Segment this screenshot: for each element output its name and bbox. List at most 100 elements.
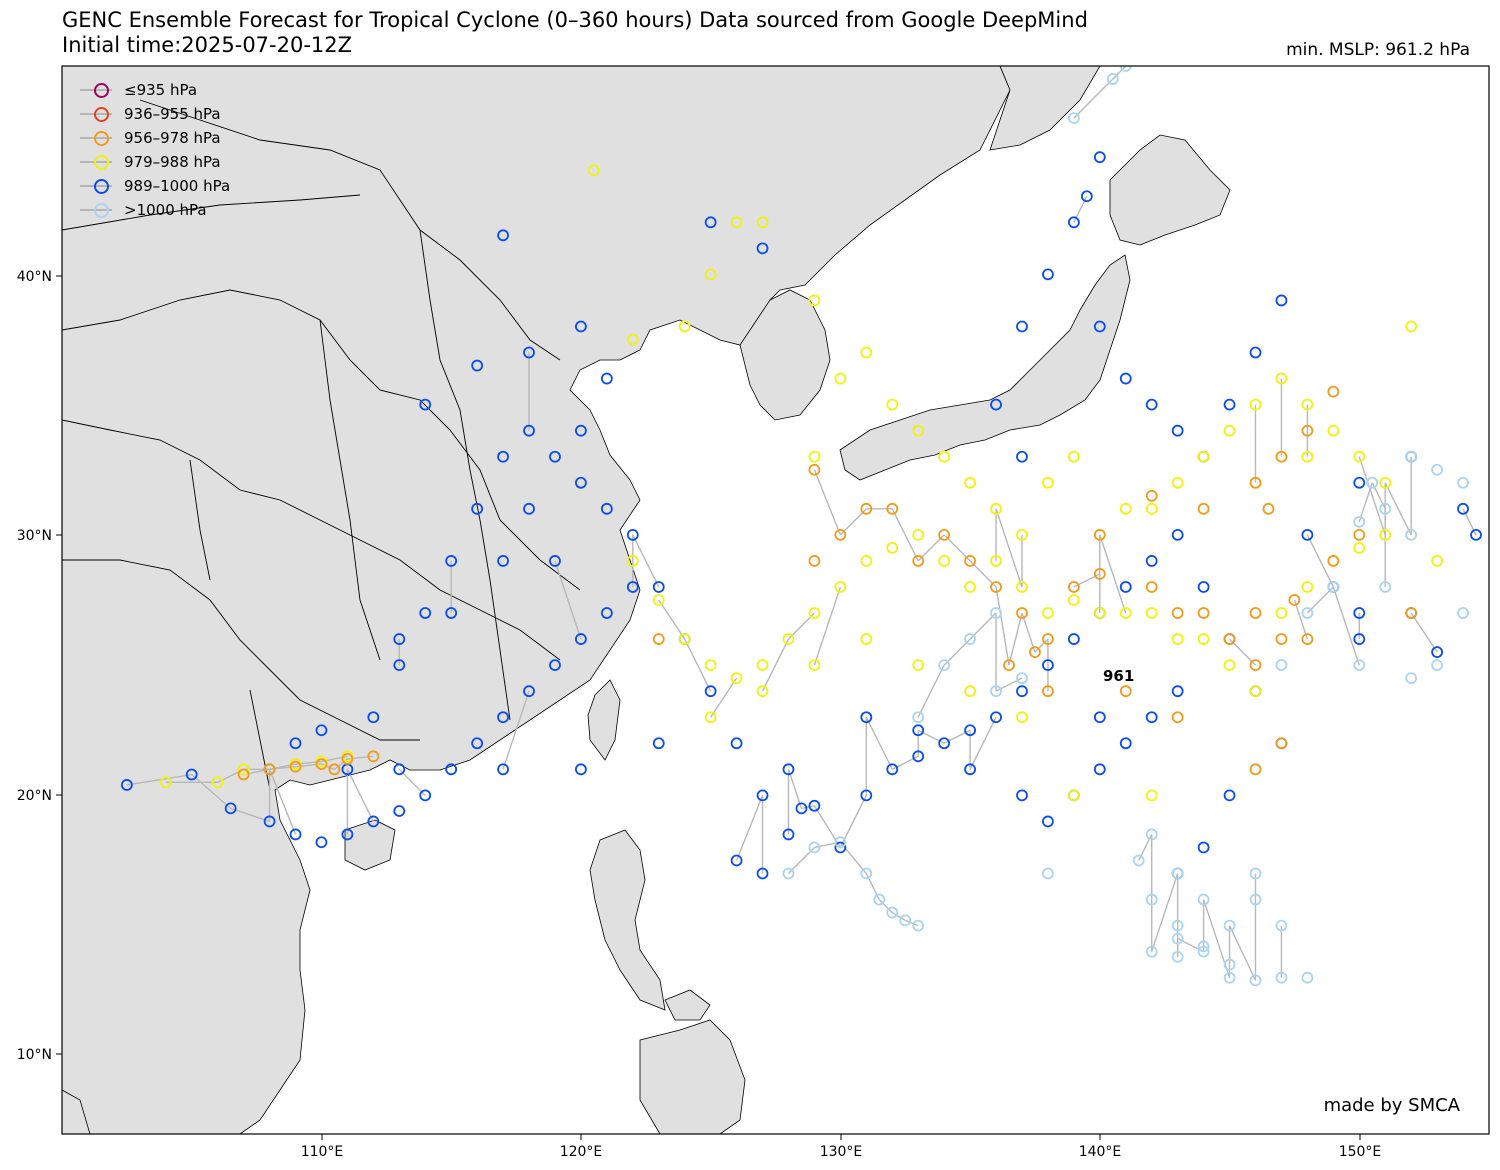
track-point xyxy=(1301,633,1314,645)
track-point xyxy=(1223,398,1236,411)
track-point xyxy=(600,607,613,619)
track-segment xyxy=(813,469,842,536)
track-point xyxy=(1145,607,1158,619)
track-point xyxy=(964,685,976,698)
track-segment xyxy=(995,586,1010,666)
track-point xyxy=(1301,607,1314,619)
track-point xyxy=(1353,476,1366,489)
track-point xyxy=(263,815,276,828)
track-point xyxy=(730,672,743,685)
track-point xyxy=(1327,555,1340,567)
track-point xyxy=(1042,633,1054,645)
track-point xyxy=(1275,737,1288,750)
track-segment xyxy=(801,805,815,810)
track-segment xyxy=(632,534,660,588)
track-point xyxy=(575,763,587,776)
track-segment xyxy=(969,716,997,770)
track-point xyxy=(1470,528,1482,541)
track-segment xyxy=(917,534,945,562)
track-point xyxy=(756,659,769,672)
track-point xyxy=(1145,398,1158,411)
track-point xyxy=(964,763,976,776)
track-segment xyxy=(1099,534,1127,614)
legend-label: 989–1000 hPa xyxy=(124,177,231,195)
track-point xyxy=(1197,607,1210,619)
track-segment xyxy=(502,690,530,770)
lat-axis: 40°N 30°N 20°N 10°N xyxy=(17,269,62,1063)
track-point xyxy=(445,555,458,567)
track-point xyxy=(1171,607,1184,619)
track-segment xyxy=(1306,534,1334,588)
track-point xyxy=(1093,320,1106,333)
track-point xyxy=(704,659,717,672)
province-borders xyxy=(62,99,581,791)
track-point xyxy=(1067,112,1080,124)
track-point xyxy=(886,502,899,515)
track-point xyxy=(575,633,587,645)
track-point xyxy=(834,841,847,854)
track-point xyxy=(756,789,769,802)
lat-tick-label: 30°N xyxy=(17,528,52,544)
track-point xyxy=(367,750,380,763)
track-segment xyxy=(1410,612,1438,653)
track-point xyxy=(1171,476,1184,489)
land-hokkaido xyxy=(1109,134,1231,246)
track-point xyxy=(211,776,224,789)
track-point xyxy=(1275,450,1288,463)
track-point xyxy=(549,659,561,672)
track-point xyxy=(419,607,432,619)
track-point xyxy=(1067,216,1080,229)
track-point xyxy=(289,760,302,773)
track-segment xyxy=(787,769,803,809)
track-point xyxy=(1366,476,1379,489)
track-point xyxy=(756,242,769,255)
track-point xyxy=(1029,646,1041,658)
track-point xyxy=(1119,66,1132,72)
track-point xyxy=(1171,711,1184,724)
lat-tick-label: 40°N xyxy=(17,269,52,285)
track-point xyxy=(497,555,509,567)
track-point xyxy=(600,372,613,385)
track-point xyxy=(1171,919,1184,932)
track-point xyxy=(886,763,899,776)
track-point xyxy=(1171,950,1184,963)
track-point xyxy=(652,594,665,606)
land-russia-fareast xyxy=(989,66,1101,151)
track-segment xyxy=(1229,638,1256,666)
track-point xyxy=(756,216,769,229)
legend-label: >1000 hPa xyxy=(124,201,207,219)
track-point xyxy=(1119,502,1132,515)
track-point xyxy=(808,799,821,812)
track-point xyxy=(808,841,821,854)
track-point xyxy=(1119,685,1132,698)
track-segment xyxy=(904,919,919,927)
track-point xyxy=(1327,385,1340,398)
track-point xyxy=(159,776,172,789)
track-point xyxy=(1405,672,1418,685)
track-point xyxy=(471,359,484,372)
track-segment xyxy=(710,677,738,718)
track-point xyxy=(626,528,639,541)
track-segment xyxy=(891,911,906,921)
track-point xyxy=(575,476,587,489)
track-point xyxy=(1171,867,1184,880)
track-point xyxy=(964,476,976,489)
track-point xyxy=(886,906,899,919)
track-segment xyxy=(1021,612,1036,653)
track-point xyxy=(1249,974,1262,987)
track-point xyxy=(860,502,873,515)
track-point xyxy=(1405,607,1418,619)
land-borneo xyxy=(62,1089,91,1134)
track-point xyxy=(1327,424,1340,437)
lon-tick-label: 150°E xyxy=(1339,1144,1382,1160)
land-hainan xyxy=(344,819,396,871)
track-point xyxy=(626,333,639,346)
track-point xyxy=(1145,789,1158,802)
track-point xyxy=(782,633,795,645)
track-point xyxy=(808,463,821,476)
track-point xyxy=(1275,607,1288,619)
track-point xyxy=(1132,854,1145,867)
track-point xyxy=(1016,581,1028,593)
track-point xyxy=(575,320,587,333)
